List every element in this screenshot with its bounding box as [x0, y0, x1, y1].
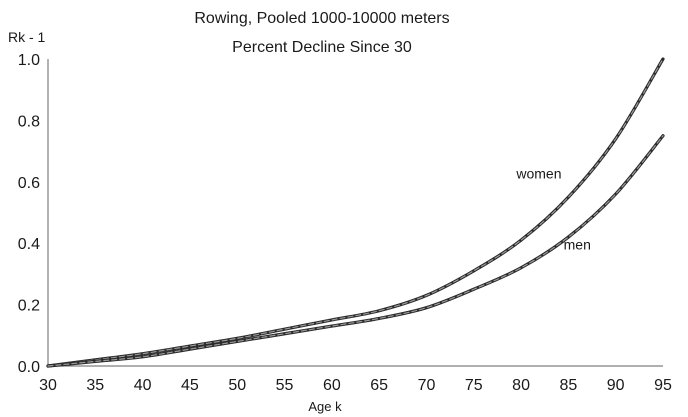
- x-tick-label: 45: [181, 377, 199, 394]
- y-tick-label: 0.0: [18, 359, 40, 376]
- x-tick-label: 60: [323, 377, 341, 394]
- series-label-men: men: [564, 236, 591, 252]
- x-axis-label: Age k: [308, 399, 342, 414]
- axes: [47, 59, 663, 367]
- y-tick-labels: 0.0 0.2 0.4 0.6 0.8 1.0: [18, 52, 40, 376]
- chart-subtitle: Percent Decline Since 30: [232, 39, 412, 56]
- x-tick-label: 55: [276, 377, 294, 394]
- series-labels: women men: [515, 166, 591, 253]
- y-tick-label: 0.4: [18, 236, 40, 253]
- chart-title: Rowing, Pooled 1000-10000 meters: [194, 10, 449, 27]
- series-lines: [46, 57, 665, 368]
- y-tick-label: 1.0: [18, 52, 40, 69]
- x-tick-label: 75: [465, 377, 483, 394]
- series-line-women: [47, 58, 664, 367]
- x-tick-label: 50: [228, 377, 246, 394]
- x-tick-label: 30: [39, 377, 57, 394]
- x-tick-label: 40: [134, 377, 152, 394]
- x-tick-label: 95: [654, 377, 672, 394]
- x-tick-label: 80: [512, 377, 530, 394]
- series-label-women: women: [515, 166, 561, 182]
- x-tick-label: 65: [370, 377, 388, 394]
- y-tick-label: 0.8: [18, 113, 40, 130]
- y-axis-label: Rk - 1: [8, 29, 46, 45]
- y-tick-label: 0.2: [18, 298, 40, 315]
- series-line-women-outline: [46, 57, 665, 368]
- x-tick-label: 90: [607, 377, 625, 394]
- x-tick-labels: 30 35 40 45 50 55 60 65 70 75 80 85 90 95: [39, 377, 672, 394]
- y-tick-label: 0.6: [18, 175, 40, 192]
- x-tick-label: 85: [559, 377, 577, 394]
- x-tick-label: 35: [86, 377, 104, 394]
- series-line-men: [47, 135, 664, 367]
- x-tick-label: 70: [418, 377, 436, 394]
